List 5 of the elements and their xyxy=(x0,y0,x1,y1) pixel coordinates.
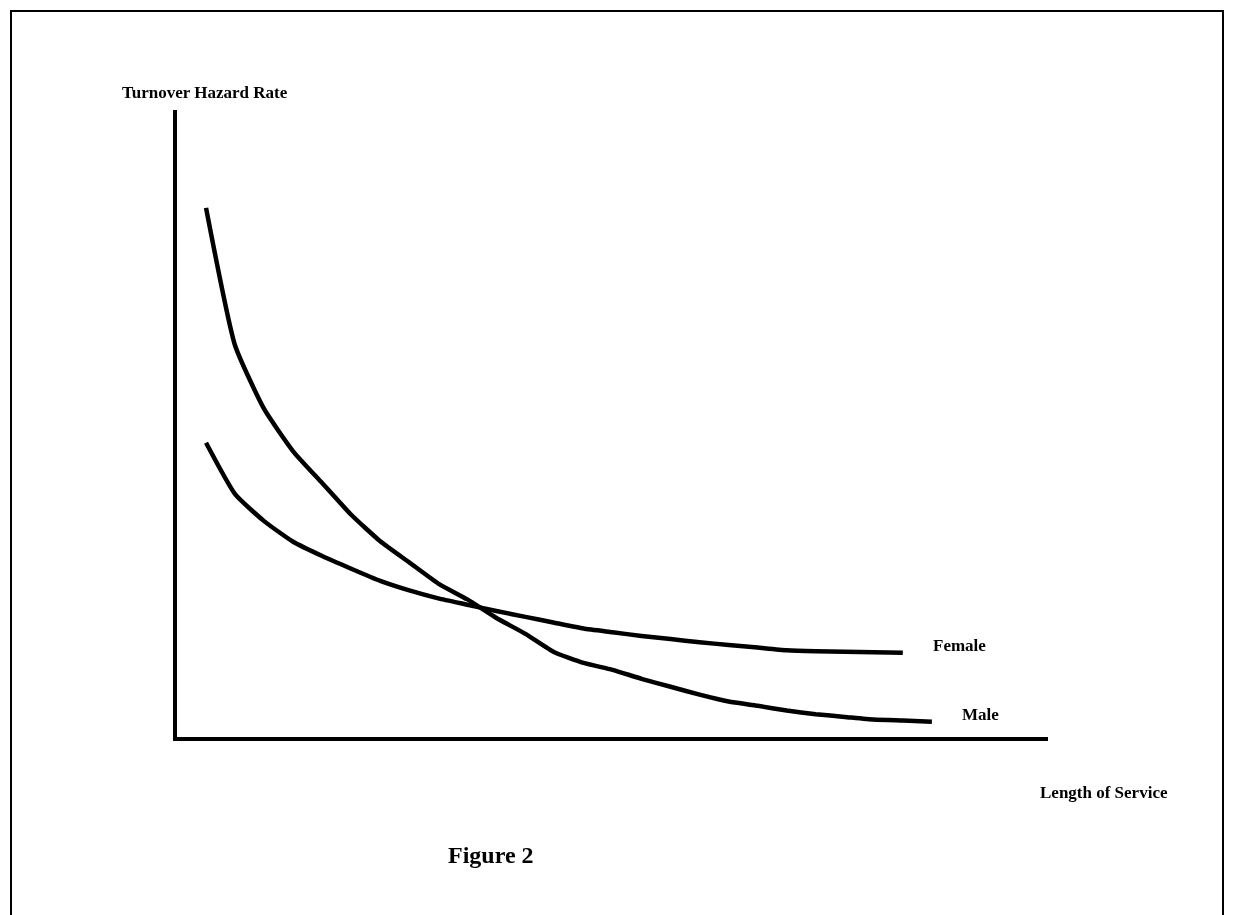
x-axis-title: Length of Service xyxy=(1040,783,1168,802)
text: Turnover Hazard Rate xyxy=(122,83,288,102)
caption: Figure 2 xyxy=(448,842,534,868)
series-label: Female xyxy=(933,636,987,655)
series-label: Male xyxy=(962,705,1000,724)
